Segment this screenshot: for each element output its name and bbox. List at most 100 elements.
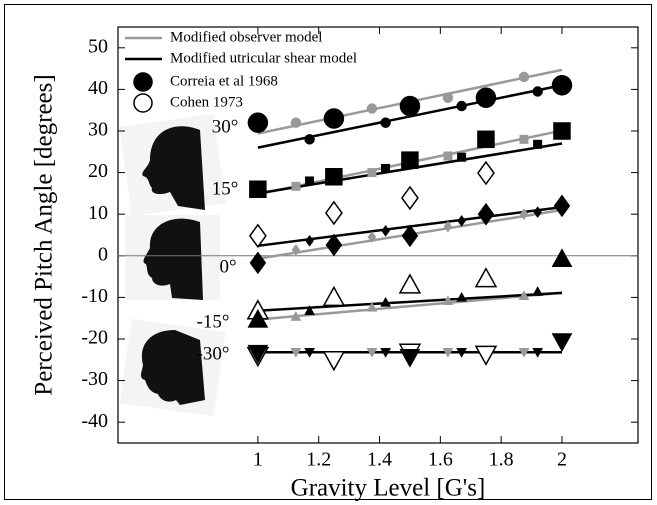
data-point: [551, 74, 573, 96]
x-axis-label: Gravity Level [G's]: [291, 475, 486, 502]
data-point: [553, 194, 571, 218]
data-point: [443, 220, 453, 233]
data-point: [381, 224, 390, 237]
y-tick-label: 10: [88, 202, 108, 224]
data-point: [456, 348, 468, 358]
data-point: [380, 296, 392, 307]
data-point: [519, 208, 529, 221]
y-axis-label: Perceived Pitch Angle [degrees]: [31, 74, 58, 395]
legend-label: Correia et al 1968: [170, 73, 278, 89]
data-point: [551, 333, 573, 353]
data-point: [290, 117, 302, 128]
data-point: [249, 180, 267, 198]
data-point: [366, 301, 378, 312]
data-point: [477, 130, 495, 149]
data-point: [442, 92, 454, 103]
y-tick-label: 30: [88, 119, 108, 141]
data-point: [290, 348, 302, 358]
y-tick-label: -10: [81, 285, 108, 307]
data-point: [457, 214, 466, 227]
head-icons: [119, 113, 226, 417]
y-tick-label: 50: [88, 35, 108, 57]
annotation: 15°: [212, 178, 239, 199]
data-point: [291, 181, 301, 191]
y-tick-label: 0: [98, 243, 108, 265]
data-point: [248, 223, 267, 249]
data-point: [457, 152, 467, 162]
data-point: [366, 103, 378, 114]
data-point: [442, 295, 454, 305]
model-line: [257, 291, 563, 321]
data-point: [304, 305, 316, 315]
y-tick-label: -20: [81, 327, 108, 349]
data-point: [518, 290, 530, 300]
data-point: [325, 233, 343, 257]
legend-label: Modified observer model: [170, 29, 322, 45]
data-point: [367, 231, 377, 244]
y-tick-label: 20: [88, 160, 108, 182]
data-point: [366, 348, 378, 358]
data-point: [474, 267, 498, 288]
data-point: [456, 291, 468, 302]
x-tick-label: 1: [253, 449, 263, 471]
head-upright: [143, 218, 203, 300]
plot-frame: [117, 26, 639, 444]
data-point: [325, 168, 343, 186]
outer-border: [4, 4, 652, 500]
x-tick-label: 1.6: [428, 449, 453, 471]
legend-label: Modified utricular shear model: [170, 50, 357, 66]
data-point: [305, 176, 315, 186]
data-point: [249, 251, 267, 275]
data-point: [533, 139, 543, 149]
x-tick-label: 1.4: [367, 449, 392, 471]
data-point: [380, 117, 391, 128]
data-point: [322, 351, 346, 372]
y-tick-label: -30: [81, 368, 108, 390]
data-point: [518, 348, 530, 358]
data-point: [367, 168, 377, 178]
head-tilted-down: [140, 330, 205, 405]
data-point: [247, 344, 269, 364]
data-point: [305, 234, 314, 247]
data-point: [532, 86, 543, 97]
y-tick-label: 40: [88, 77, 108, 99]
data-point: [247, 112, 269, 133]
y-tick-label: -40: [81, 410, 108, 432]
annotation: 30°: [212, 116, 239, 137]
data-point: [553, 122, 571, 140]
data-point: [442, 348, 454, 358]
annotation: 0°: [219, 256, 236, 277]
data-point: [475, 87, 497, 108]
data-point: [323, 108, 345, 129]
data-point: [474, 345, 498, 366]
data-point: [532, 348, 544, 358]
data-point: [401, 224, 419, 248]
data-point: [398, 273, 422, 294]
data-point: [532, 286, 544, 296]
data-point: [533, 206, 542, 219]
data-point: [477, 160, 495, 186]
legend-swatch: [133, 72, 153, 92]
data-point: [380, 348, 392, 358]
x-tick-label: 1.8: [489, 449, 514, 471]
data-point: [518, 71, 530, 83]
data-point: [456, 100, 467, 112]
annotation: -30°: [197, 343, 230, 364]
data-point: [291, 244, 301, 256]
data-point: [443, 151, 453, 161]
model-line: [257, 84, 563, 149]
data-point: [304, 134, 315, 145]
annotation: -15°: [197, 311, 230, 332]
model-line: [257, 291, 563, 312]
data-point: [324, 200, 343, 226]
legend-swatch: [133, 93, 153, 113]
data-point: [304, 348, 316, 358]
data-point: [401, 151, 419, 169]
data-point: [381, 163, 391, 173]
data-point: [551, 248, 573, 267]
data-point: [247, 308, 269, 328]
data-point: [290, 311, 302, 321]
data-point: [519, 134, 529, 144]
data-point: [322, 285, 346, 307]
